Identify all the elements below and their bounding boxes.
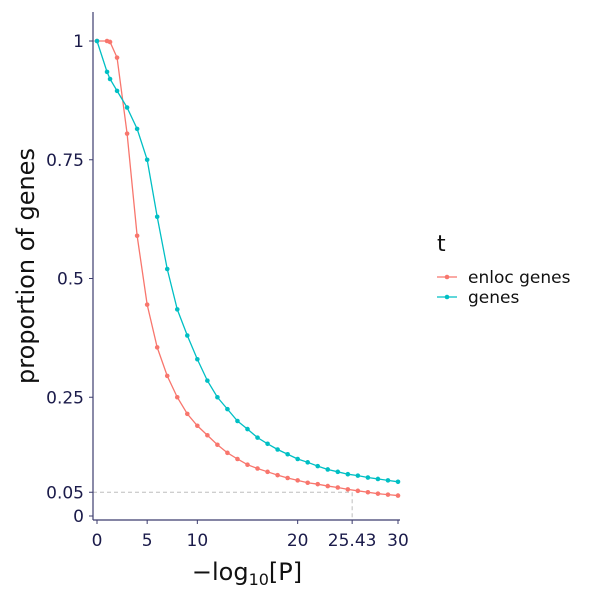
data-point bbox=[134, 126, 140, 132]
y-axis-title: proportion of genes bbox=[12, 148, 40, 384]
data-point bbox=[375, 476, 381, 482]
y-tick-label: 0.05 bbox=[46, 483, 84, 503]
x-tick-label: 25.43 bbox=[328, 531, 377, 551]
data-point bbox=[265, 441, 270, 447]
data-point bbox=[255, 435, 260, 440]
data-point bbox=[375, 491, 381, 496]
data-point bbox=[144, 302, 150, 307]
data-point bbox=[355, 488, 361, 494]
data-point bbox=[174, 394, 180, 400]
data-point bbox=[134, 233, 140, 239]
data-point bbox=[385, 492, 391, 497]
data-point bbox=[365, 475, 371, 480]
data-point bbox=[255, 466, 260, 471]
series-layer bbox=[94, 38, 401, 498]
data-point bbox=[275, 447, 280, 452]
data-point bbox=[285, 475, 290, 481]
data-point bbox=[215, 442, 220, 448]
data-point bbox=[205, 378, 210, 383]
x-axis-title: −log10[P] bbox=[192, 558, 302, 589]
data-point bbox=[144, 157, 150, 163]
data-point bbox=[205, 432, 210, 438]
data-point bbox=[124, 131, 130, 136]
data-point bbox=[395, 479, 401, 485]
data-point bbox=[325, 467, 331, 472]
data-point bbox=[395, 493, 401, 498]
data-point bbox=[124, 105, 130, 110]
data-point bbox=[215, 394, 220, 400]
x-tick-label: 0 bbox=[92, 531, 103, 551]
data-point bbox=[235, 418, 240, 424]
data-point bbox=[385, 478, 391, 483]
data-point bbox=[107, 39, 113, 45]
data-point bbox=[345, 487, 351, 492]
data-point bbox=[225, 406, 230, 412]
series-line bbox=[96, 40, 399, 483]
series-enloc-genes bbox=[94, 38, 401, 498]
data-point bbox=[325, 483, 331, 489]
data-point bbox=[154, 214, 160, 220]
data-point bbox=[195, 423, 200, 429]
data-point bbox=[245, 426, 250, 432]
data-point bbox=[154, 345, 160, 350]
data-point bbox=[185, 411, 190, 417]
x-axis-title-prefix: −log bbox=[192, 558, 249, 586]
legend-item: enloc genes bbox=[437, 268, 571, 288]
data-point bbox=[305, 460, 311, 465]
data-point bbox=[335, 469, 341, 475]
x-tick-label: 5 bbox=[142, 531, 153, 551]
data-point bbox=[235, 456, 240, 462]
data-point bbox=[164, 266, 170, 272]
legend-label: enloc genes bbox=[468, 268, 571, 288]
data-point bbox=[335, 485, 341, 490]
y-tick-label: 0.25 bbox=[46, 388, 84, 408]
data-point bbox=[315, 481, 321, 487]
data-point bbox=[265, 469, 270, 475]
data-point bbox=[275, 472, 280, 478]
data-point bbox=[345, 471, 351, 477]
legend-item: genes bbox=[437, 288, 519, 308]
data-point bbox=[245, 462, 250, 468]
data-point bbox=[295, 456, 300, 462]
x-tick-label: 10 bbox=[187, 531, 209, 551]
x-axis-title-bracket: [P] bbox=[269, 558, 302, 586]
data-point bbox=[195, 356, 200, 362]
y-tick-label: 0.5 bbox=[57, 270, 84, 290]
data-point bbox=[355, 473, 361, 478]
y-tick-label: 0 bbox=[73, 507, 84, 527]
data-point bbox=[365, 489, 371, 495]
data-point bbox=[114, 88, 120, 94]
data-point bbox=[185, 333, 190, 338]
series-genes bbox=[94, 38, 401, 485]
data-point bbox=[174, 307, 180, 312]
y-tick-label: 0.75 bbox=[46, 151, 84, 171]
x-tick-label: 30 bbox=[387, 531, 409, 551]
x-axis-title-subscript: 10 bbox=[249, 570, 269, 589]
data-point bbox=[164, 373, 170, 379]
x-tick-label: 20 bbox=[287, 531, 309, 551]
data-point bbox=[94, 38, 100, 44]
data-point bbox=[114, 55, 120, 60]
data-point bbox=[305, 480, 311, 486]
y-tick-label: 1 bbox=[73, 32, 84, 52]
legend-key-point bbox=[444, 294, 450, 300]
legend-label: genes bbox=[468, 288, 519, 308]
legend-title: t bbox=[437, 232, 446, 257]
data-point bbox=[295, 478, 300, 483]
data-point bbox=[225, 450, 230, 456]
data-point bbox=[107, 76, 113, 82]
axes bbox=[92, 12, 400, 521]
data-point bbox=[104, 69, 110, 75]
legend-key-point bbox=[444, 274, 450, 280]
data-point bbox=[285, 451, 290, 457]
data-point bbox=[315, 463, 321, 469]
